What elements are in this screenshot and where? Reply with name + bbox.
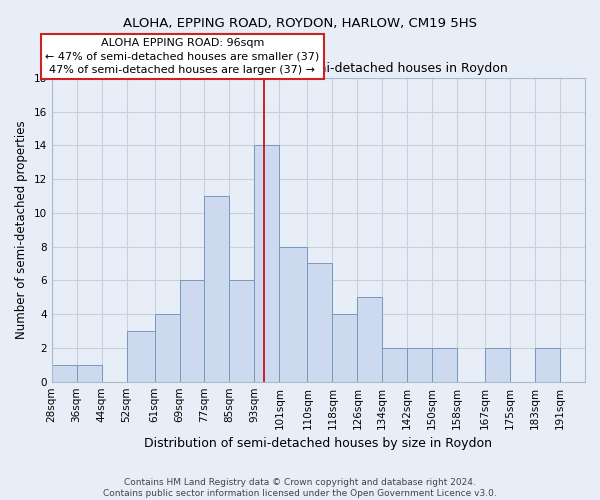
- Text: ALOHA, EPPING ROAD, ROYDON, HARLOW, CM19 5HS: ALOHA, EPPING ROAD, ROYDON, HARLOW, CM19…: [123, 18, 477, 30]
- Bar: [485, 348, 510, 382]
- Bar: [407, 348, 432, 382]
- Y-axis label: Number of semi-detached properties: Number of semi-detached properties: [15, 120, 28, 339]
- Bar: [254, 146, 280, 382]
- Bar: [229, 280, 254, 382]
- X-axis label: Distribution of semi-detached houses by size in Roydon: Distribution of semi-detached houses by …: [145, 437, 493, 450]
- Bar: [307, 264, 332, 382]
- Bar: [77, 365, 101, 382]
- Bar: [52, 365, 77, 382]
- Bar: [382, 348, 407, 382]
- Bar: [432, 348, 457, 382]
- Bar: [332, 314, 358, 382]
- Title: Size of property relative to semi-detached houses in Roydon: Size of property relative to semi-detach…: [129, 62, 508, 75]
- Text: Contains HM Land Registry data © Crown copyright and database right 2024.
Contai: Contains HM Land Registry data © Crown c…: [103, 478, 497, 498]
- Bar: [205, 196, 229, 382]
- Bar: [358, 298, 382, 382]
- Bar: [535, 348, 560, 382]
- Text: ALOHA EPPING ROAD: 96sqm
← 47% of semi-detached houses are smaller (37)
47% of s: ALOHA EPPING ROAD: 96sqm ← 47% of semi-d…: [45, 38, 319, 74]
- Bar: [127, 331, 155, 382]
- Bar: [179, 280, 205, 382]
- Bar: [280, 246, 307, 382]
- Bar: [155, 314, 179, 382]
